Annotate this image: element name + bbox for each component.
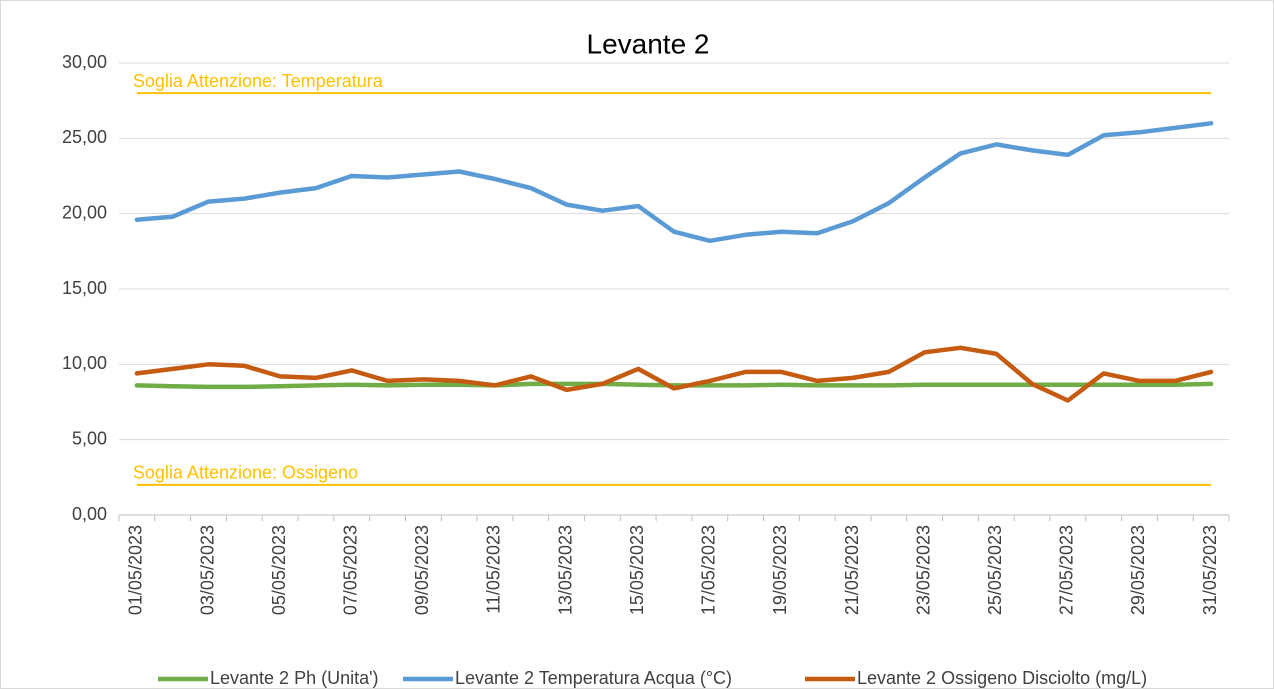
x-tick-label: 29/05/2023 [1128, 525, 1148, 615]
x-tick-label: 23/05/2023 [913, 525, 933, 615]
legend-label: Levante 2 Temperatura Acqua (°C) [455, 668, 732, 688]
y-tick-label: 20,00 [62, 202, 107, 222]
legend-label: Levante 2 Ph (Unita') [210, 668, 379, 688]
y-tick-label: 10,00 [62, 353, 107, 373]
y-tick-label: 0,00 [72, 504, 107, 524]
x-tick-label: 03/05/2023 [197, 525, 217, 615]
x-tick-label: 01/05/2023 [126, 525, 146, 615]
x-tick-label: 11/05/2023 [484, 525, 504, 614]
series-line [134, 121, 1214, 244]
x-tick-label: 15/05/2023 [627, 525, 647, 615]
x-tick-label: 31/05/2023 [1200, 525, 1220, 615]
x-tick-label: 21/05/2023 [842, 525, 862, 615]
x-tick-label: 25/05/2023 [985, 525, 1005, 615]
threshold-label: Soglia Attenzione: Temperatura [133, 71, 384, 91]
y-tick-label: 5,00 [72, 428, 107, 448]
threshold-label: Soglia Attenzione: Ossigeno [133, 463, 358, 483]
x-tick-label: 13/05/2023 [555, 525, 575, 615]
y-tick-label: 15,00 [62, 278, 107, 298]
x-tick-label: 05/05/2023 [269, 525, 289, 615]
legend-label: Levante 2 Ossigeno Disciolto (mg/L) [857, 668, 1147, 688]
y-tick-label: 30,00 [62, 52, 107, 72]
x-tick-label: 07/05/2023 [340, 525, 360, 615]
x-tick-label: 27/05/2023 [1057, 525, 1077, 615]
x-tick-label: 17/05/2023 [699, 525, 719, 615]
series-line [134, 345, 1214, 403]
chart-title: Levante 2 [587, 28, 710, 59]
x-tick-label: 19/05/2023 [770, 525, 790, 615]
x-tick-label: 09/05/2023 [412, 525, 432, 615]
y-tick-label: 25,00 [62, 127, 107, 147]
